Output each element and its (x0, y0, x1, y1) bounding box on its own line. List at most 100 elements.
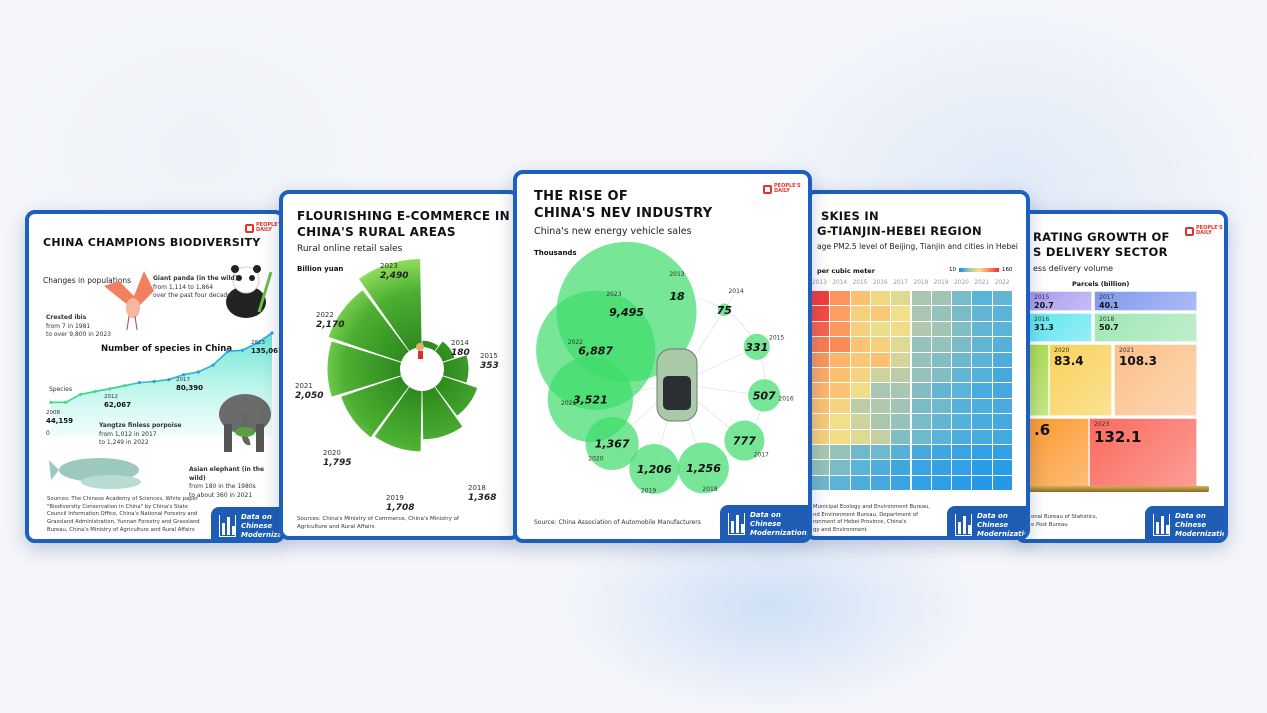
block-value: 50.7 (1099, 323, 1119, 332)
unit-label: Billion yuan (297, 265, 344, 273)
heatmap-cell (830, 306, 850, 321)
bubble-year: 2017 (754, 452, 769, 459)
card-title: THE RISE OF CHINA'S NEV INDUSTRY (534, 189, 713, 221)
heatmap-cell (911, 321, 931, 337)
heatmap-cell (870, 475, 891, 491)
bubble-value: 1,256 (686, 462, 721, 475)
heatmap-cell (992, 445, 1012, 460)
data-point-2017 (182, 373, 186, 377)
year-column-header: 2022 (994, 280, 1010, 286)
bubble-value: 9,495 (609, 306, 644, 319)
card-subtitle: China's new energy vehicle sales (534, 226, 692, 237)
bubble-year: 2014 (728, 288, 743, 295)
infographic-card-express-delivery[interactable]: PEOPLE'S DAILY RATING GROWTH OF S DELIVER… (1015, 210, 1228, 543)
block-year: 2018 (1099, 316, 1115, 323)
heatmap-cell (911, 445, 931, 460)
treemap-block: 2015 20.7 (1029, 291, 1092, 311)
data-label-value: 44,159 (46, 417, 74, 425)
block-value: 83.4 (1054, 354, 1084, 368)
bar-label-value: 1,368 (468, 493, 497, 503)
heatmap-cell (992, 398, 1012, 414)
data-label-value: 135,061 (251, 347, 283, 355)
heatmap-cell (952, 291, 972, 306)
bubble-year: 2023 (606, 291, 621, 298)
heatmap-cell (830, 429, 850, 444)
heatmap-cell (911, 368, 931, 383)
heatmap-cell (810, 475, 830, 491)
heatmap-cell (911, 429, 931, 444)
heatmap-cell (850, 368, 870, 383)
block-value: 20.7 (1034, 301, 1054, 310)
heatmap-cell (891, 445, 911, 460)
elephant-annotation: Asian elephant (in the wild) from 180 in … (189, 466, 265, 500)
treemap-block: 2021 108.3 (1114, 344, 1197, 416)
block-year: 2023 (1094, 421, 1110, 428)
heatmap-cell (870, 414, 891, 429)
heatmap-cell (952, 368, 972, 383)
heatmap-cell (891, 337, 911, 352)
heatmap-cell (891, 414, 911, 429)
heatmap-cell (870, 352, 891, 367)
grass-bar-2014 (422, 340, 439, 351)
heatmap-cell (870, 368, 891, 383)
heatmap-cell (891, 429, 911, 444)
infographic-card-biodiversity[interactable]: PEOPLE'S DAILY CHINA CHAMPIONS BIODIVERS… (25, 210, 285, 543)
bar-label-year: 2018 (468, 484, 486, 492)
heatmap-cell (870, 383, 891, 398)
heatmap-cell (972, 337, 992, 352)
heatmap-cell (911, 352, 931, 367)
heatmap-cell (911, 291, 931, 306)
legend-min: 10 (949, 267, 956, 273)
heatmap-cell (850, 445, 870, 460)
heatmap-cell (931, 321, 952, 337)
card-title: RATING GROWTH OF S DELIVERY SECTOR (1033, 230, 1170, 259)
data-point-2018 (196, 370, 200, 374)
infographic-card-rural-ecommerce[interactable]: FLOURISHING E-COMMERCE IN CHINA'S RURAL A… (279, 190, 520, 540)
treemap-block: 2017 40.1 (1094, 291, 1197, 311)
bar-label-year: 2022 (316, 311, 334, 319)
legend-gradient (959, 268, 999, 272)
heatmap-cell (911, 460, 931, 475)
infographic-card-pm25-heatmap[interactable]: SKIES IN G-TIANJIN-HEBEI REGION age PM2.5… (805, 190, 1030, 540)
year-column-header: 2013 (812, 280, 827, 286)
bar-label-value: 180 (451, 348, 470, 358)
bubble-2018 (678, 442, 729, 494)
y-axis-zero: 0 (46, 430, 50, 437)
bubble-value: 75 (717, 304, 733, 317)
peoples-daily-logo: PEOPLE'S DAILY (1185, 226, 1223, 236)
treemap-block (1029, 344, 1049, 416)
heatmap-cell (830, 445, 850, 460)
heatmap-cell (952, 398, 972, 414)
heatmap-cell (870, 306, 891, 321)
city-buildings-icon (955, 514, 972, 536)
data-point-2015 (152, 379, 156, 384)
sources-note: Sources: China's Ministry of Commerce, C… (297, 516, 459, 530)
heatmap-cell (952, 337, 972, 352)
heatmap-cell (830, 368, 850, 383)
heatmap-cell (972, 306, 992, 321)
block-value: 108.3 (1119, 354, 1157, 368)
heatmap-cell (870, 321, 891, 337)
heatmap-cell (931, 475, 952, 491)
infographic-card-nev-industry[interactable]: PEOPLE'S DAILY THE RISE OF CHINA'S NEV IN… (513, 170, 812, 543)
year-column-header: 2019 (933, 280, 949, 286)
unit-label: per cubic meter (817, 267, 875, 275)
year-column-header: 2014 (832, 280, 848, 286)
heatmap-cell (810, 321, 830, 337)
heatmap-cell (830, 475, 850, 491)
data-label-year: 2017 (176, 377, 190, 383)
heatmap-cell (972, 445, 992, 460)
heatmap-cell (850, 321, 870, 337)
bubble-year: 2018 (702, 486, 717, 493)
heatmap-cell (870, 398, 891, 414)
city-buildings-icon (219, 515, 236, 537)
heatmap-cell (952, 352, 972, 367)
bar-label-year: 2015 (480, 352, 498, 360)
block-year: 2015 (1034, 294, 1050, 301)
heatmap-cell (891, 460, 911, 475)
